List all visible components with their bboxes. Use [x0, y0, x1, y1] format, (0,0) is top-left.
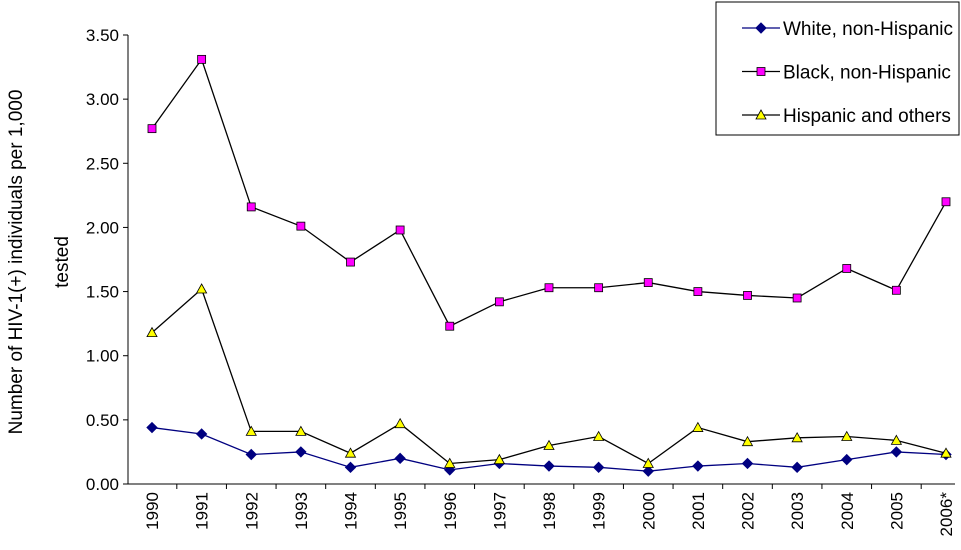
y-axis-label: Number of HIV-1(+) individuals per 1,000: [6, 90, 27, 435]
x-tick-label: 2005: [887, 492, 906, 530]
x-tick-label: 1999: [590, 492, 609, 530]
data-point: [494, 297, 504, 307]
data-point: [692, 421, 704, 432]
data-point: [743, 291, 752, 300]
y-axis-label: tested: [52, 236, 73, 288]
x-tick-label: 2003: [788, 492, 807, 530]
data-point: [594, 283, 604, 293]
data-point: [246, 202, 256, 212]
data-point: [344, 447, 357, 458]
data-point: [791, 431, 803, 443]
data-point: [692, 460, 704, 472]
data-point: [841, 430, 853, 441]
y-tick-label: 1.50: [86, 283, 119, 302]
data-point: [296, 221, 306, 231]
y-tick-label: 2.00: [86, 218, 119, 237]
data-point: [891, 285, 901, 295]
data-point: [245, 448, 257, 461]
data-point: [642, 457, 654, 468]
data-point: [147, 124, 157, 134]
data-point: [394, 417, 406, 429]
data-point: [195, 283, 208, 294]
data-point: [543, 439, 555, 450]
x-tick-label: 2002: [739, 492, 758, 530]
legend-box: [715, 1, 960, 136]
y-tick-label: 0.00: [86, 475, 119, 494]
data-point: [842, 264, 852, 273]
data-point: [444, 457, 456, 468]
data-point: [146, 326, 158, 338]
y-tick-label: 3.00: [86, 90, 119, 109]
x-tick-label: 1994: [342, 492, 361, 530]
data-point: [445, 321, 455, 331]
y-tick-label: 1.00: [86, 347, 119, 366]
x-tick-label: 1998: [540, 492, 559, 530]
data-point: [493, 453, 506, 465]
legend-label: White, non-Hispanic: [783, 19, 953, 40]
x-tick-label: 2001: [689, 492, 708, 530]
data-point: [940, 447, 952, 458]
y-tick-label: 2.50: [86, 154, 119, 173]
data-point: [543, 460, 555, 472]
x-tick-label: 2006*: [937, 492, 956, 537]
data-point: [295, 425, 307, 436]
data-point: [741, 435, 754, 447]
legend-marker: [755, 22, 767, 34]
data-point: [195, 428, 208, 440]
data-point: [592, 430, 605, 441]
data-point: [346, 257, 355, 267]
data-point: [295, 446, 307, 458]
data-point: [890, 434, 903, 445]
data-point: [791, 461, 803, 474]
data-point: [792, 293, 802, 303]
x-tick-label: 1991: [193, 492, 212, 530]
series-line: [151, 287, 947, 465]
data-point: [197, 54, 207, 64]
data-point: [592, 461, 605, 474]
data-point: [394, 452, 406, 465]
data-point: [344, 461, 357, 474]
data-point: [395, 225, 405, 235]
legend-label: Hispanic and others: [783, 106, 951, 127]
legend-marker: [755, 109, 767, 120]
x-tick-label: 1996: [441, 492, 460, 530]
data-point: [544, 283, 554, 293]
x-tick-label: 2004: [838, 492, 857, 530]
x-tick-label: 1992: [242, 492, 261, 530]
legend-marker: [756, 67, 766, 76]
data-point: [245, 425, 257, 436]
data-point: [890, 446, 903, 458]
legend-label: Black, non-Hispanic: [783, 63, 951, 84]
data-point: [693, 287, 703, 296]
data-point: [741, 457, 754, 470]
data-point: [642, 465, 654, 477]
x-tick-label: 1990: [143, 492, 162, 530]
y-tick-label: 3.50: [86, 26, 119, 45]
data-point: [941, 197, 951, 207]
x-tick-label: 1995: [391, 492, 410, 530]
data-point: [146, 421, 158, 434]
data-point: [643, 278, 653, 287]
y-tick-label: 0.50: [86, 411, 119, 430]
x-tick-label: 1993: [292, 492, 311, 530]
x-tick-label: 1997: [490, 492, 509, 530]
data-point: [841, 453, 853, 466]
x-tick-label: 2000: [639, 492, 658, 530]
